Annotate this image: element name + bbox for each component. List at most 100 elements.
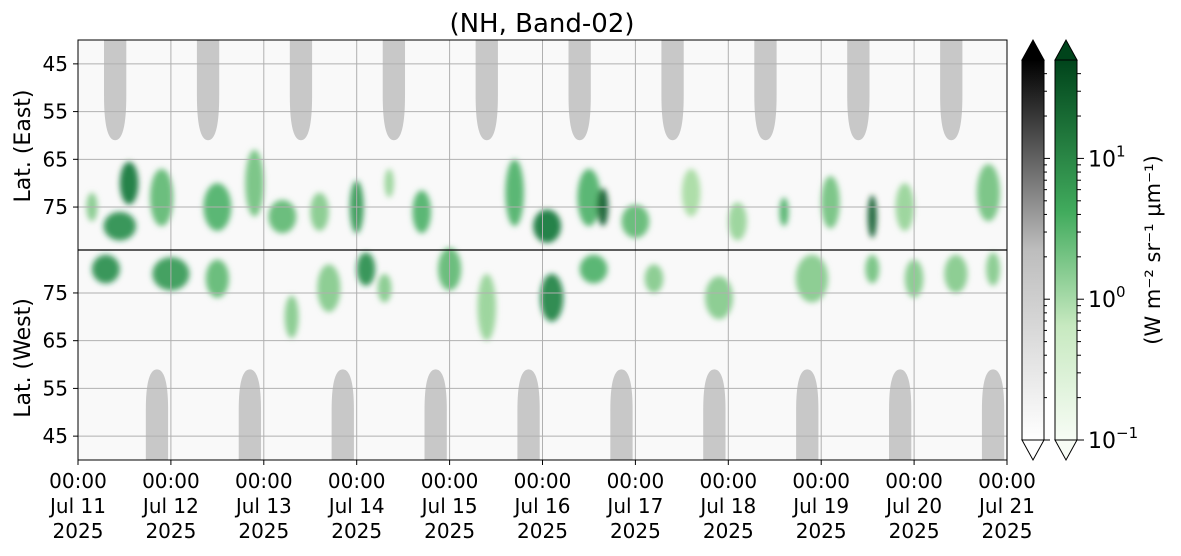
aurora-blob-11 xyxy=(317,264,341,313)
xtick-label-1-2: 2025 xyxy=(145,519,196,543)
aurora-blob-20 xyxy=(505,159,524,227)
night-region-east-3 xyxy=(382,40,406,141)
aurora-blob-3 xyxy=(91,254,120,284)
xtick-label-10-0: 00:00 xyxy=(978,469,1036,493)
aurora-blob-38 xyxy=(944,254,968,293)
aurora-blob-16 xyxy=(377,273,392,303)
colorbar-gray xyxy=(1021,38,1045,462)
night-region-east-4 xyxy=(475,40,498,141)
night-region-east-0 xyxy=(104,40,127,141)
xtick-label-8-0: 00:00 xyxy=(792,469,850,493)
ytick-east-label-2: 65 xyxy=(43,147,68,171)
night-region-west-1 xyxy=(238,369,262,460)
colorbar-gray-extend-bottom xyxy=(1021,439,1045,462)
aurora-blob-10 xyxy=(284,295,299,339)
aurora-blob-29 xyxy=(705,276,733,320)
cbar-tick-label-0: 101 xyxy=(1088,142,1126,172)
aurora-blob-1 xyxy=(119,161,139,205)
colorbar-gray-body xyxy=(1021,59,1045,441)
xtick-label-9-0: 00:00 xyxy=(885,469,943,493)
cbar-tick-base-1: 10 xyxy=(1088,288,1116,313)
colorbar-green-extend-bottom xyxy=(1054,439,1078,462)
night-region-west-9 xyxy=(981,369,1005,460)
night-region-west-5 xyxy=(610,369,633,460)
night-region-west-6 xyxy=(703,369,726,460)
night-region-west-8 xyxy=(889,369,912,460)
aurora-blob-17 xyxy=(412,190,432,234)
cbar-tick-exp-2: −1 xyxy=(1116,424,1138,442)
xtick-label-8-1: Jul 19 xyxy=(791,494,849,518)
xtick-label-6-0: 00:00 xyxy=(607,469,665,493)
colorbar-green-extend-top xyxy=(1054,38,1078,61)
aurora-blob-33 xyxy=(821,176,840,229)
xtick-label-9-1: Jul 20 xyxy=(884,494,942,518)
y-tick-labels: 45 55 65 75 75 65 55 45 xyxy=(43,52,78,448)
cbar-tick-exp-0: 1 xyxy=(1116,142,1126,160)
night-region-east-6 xyxy=(661,40,684,141)
xtick-label-3-2: 2025 xyxy=(331,519,382,543)
xtick-label-2-1: Jul 13 xyxy=(234,494,292,518)
colorbar-minor-ticks xyxy=(1044,73,1081,399)
night-region-west-7 xyxy=(796,369,819,460)
cbar-tick-exp-1: 0 xyxy=(1116,283,1126,301)
gridlines xyxy=(78,40,1007,460)
y-label-west: Lat. (West) xyxy=(11,298,36,418)
xtick-label-2-2: 2025 xyxy=(238,519,289,543)
ytick-west-label-1: 65 xyxy=(43,329,68,353)
aurora-blob-8 xyxy=(245,149,264,217)
xtick-label-6-1: Jul 17 xyxy=(605,494,663,518)
aurora-blob-24 xyxy=(579,254,608,284)
ytick-west-label-3: 45 xyxy=(43,424,68,448)
xtick-label-0-2: 2025 xyxy=(53,519,104,543)
xtick-label-1-1: Jul 12 xyxy=(141,494,199,518)
aurora-blob-21 xyxy=(540,273,564,322)
night-region-west-3 xyxy=(424,369,447,460)
xtick-label-8-2: 2025 xyxy=(796,519,847,543)
ytick-west-label-0: 75 xyxy=(43,281,68,305)
night-regions xyxy=(104,40,1005,460)
xtick-label-5-2: 2025 xyxy=(517,519,568,543)
xtick-label-3-0: 00:00 xyxy=(328,469,386,493)
aurora-blob-15 xyxy=(384,168,394,198)
xtick-label-4-1: Jul 15 xyxy=(420,494,478,518)
xtick-label-0-1: Jul 11 xyxy=(48,494,106,518)
xtick-label-10-2: 2025 xyxy=(982,519,1033,543)
aurora-blob-40 xyxy=(986,252,1001,286)
night-region-east-5 xyxy=(568,40,591,141)
xtick-label-5-0: 00:00 xyxy=(514,469,572,493)
aurora-blob-39 xyxy=(976,164,1001,222)
colorbar-label: (W m⁻² sr⁻¹ μm⁻¹) xyxy=(1141,155,1165,345)
aurora-blob-2 xyxy=(103,211,137,241)
aurora-blob-4 xyxy=(149,168,174,227)
xtick-label-4-2: 2025 xyxy=(424,519,475,543)
xtick-label-6-2: 2025 xyxy=(610,519,661,543)
cbar-tick-base-2: 10 xyxy=(1088,429,1116,454)
xtick-label-2-0: 00:00 xyxy=(235,469,293,493)
aurora-blob-23 xyxy=(577,168,601,227)
ytick-east-label-3: 75 xyxy=(43,195,68,219)
night-region-east-2 xyxy=(289,40,313,141)
night-region-west-4 xyxy=(517,369,540,460)
cbar-tick-label-2: 10−1 xyxy=(1088,424,1138,454)
aurora-blob-34 xyxy=(867,195,877,239)
aurora-blob-22 xyxy=(533,209,562,243)
xtick-label-10-1: Jul 21 xyxy=(977,494,1035,518)
xtick-label-7-1: Jul 18 xyxy=(698,494,756,518)
aurora-blob-28 xyxy=(681,168,701,217)
aurora-blob-9 xyxy=(268,199,297,234)
aurora-blob-19 xyxy=(477,273,497,341)
cbar-tick-label-1: 100 xyxy=(1088,283,1126,313)
aurora-blob-35 xyxy=(865,254,880,284)
night-region-west-0 xyxy=(145,369,169,460)
night-region-east-1 xyxy=(196,40,220,141)
night-region-east-7 xyxy=(754,40,777,141)
xtick-label-3-1: Jul 14 xyxy=(327,494,385,518)
night-region-east-8 xyxy=(847,40,870,141)
night-region-east-9 xyxy=(940,40,963,141)
aurora-blob-31 xyxy=(779,197,789,227)
aurora-blob-32 xyxy=(795,254,829,303)
aurora-blob-27 xyxy=(644,264,664,293)
